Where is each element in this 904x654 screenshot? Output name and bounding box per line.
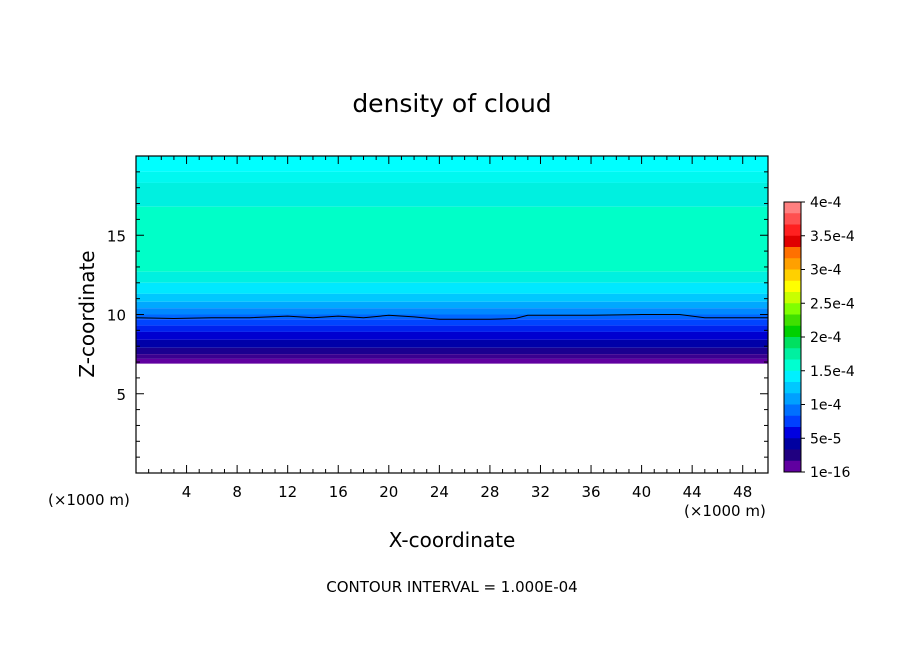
- field-layer-0: [136, 156, 768, 172]
- field-layer-9: [136, 314, 768, 320]
- colorbar-label: 4e-4: [810, 195, 842, 211]
- colorbar-swatch: [784, 258, 801, 270]
- x-tick-label: 44: [683, 483, 702, 501]
- y-tick-label: 10: [107, 307, 126, 325]
- colorbar-swatch: [784, 393, 801, 405]
- colorbar-swatch: [784, 337, 801, 349]
- colorbar-swatch: [784, 404, 801, 417]
- contour-lines: [135, 314, 768, 320]
- x-tick-label: 32: [531, 483, 550, 501]
- x-tick-label: 8: [232, 483, 242, 501]
- field-layer-7: [136, 301, 768, 309]
- colorbar-swatch: [784, 292, 801, 304]
- colorbar-swatch: [784, 460, 801, 473]
- colorbar-swatch: [784, 247, 801, 259]
- contour-line: [135, 314, 768, 320]
- colorbar-swatch: [784, 235, 801, 248]
- field-layer-13: [136, 339, 768, 348]
- field-layer-2: [136, 182, 768, 207]
- colorbar-swatch: [784, 370, 801, 383]
- x-tick-label: 48: [733, 483, 752, 501]
- y-tick-label: 5: [116, 386, 126, 404]
- field-layer-12: [136, 331, 768, 340]
- colorbar-swatch: [784, 269, 801, 282]
- colorbar-swatch: [784, 438, 801, 450]
- colorbar-label: 1e-16: [810, 465, 850, 481]
- colorbar-swatch: [784, 382, 801, 394]
- x-tick-label: 16: [329, 483, 348, 501]
- x-tick-label: 28: [480, 483, 499, 501]
- colorbar-label: 5e-5: [810, 431, 841, 447]
- colorbar-swatch: [784, 280, 801, 293]
- colorbar: [783, 201, 802, 473]
- colorbar-swatch: [784, 325, 801, 338]
- colorbar-swatch: [784, 314, 801, 327]
- y-axis-label: Z-coordinate: [75, 250, 99, 377]
- contour-interval-footer: CONTOUR INTERVAL = 1.000E-04: [326, 578, 577, 596]
- x-tick-label: 36: [581, 483, 600, 501]
- field-layer-16: [136, 358, 768, 364]
- field-layer-1: [136, 171, 768, 183]
- x-tick-label: 20: [379, 483, 398, 501]
- field-layer-11: [136, 325, 768, 332]
- colorbar-swatch: [784, 224, 801, 237]
- colorbar-swatch: [784, 348, 801, 360]
- field-layer-6: [136, 293, 768, 302]
- colorbar-label: 1.5e-4: [810, 364, 855, 380]
- colorbar-labels: 4e-4 3.5e-4 3e-4 2.5e-4 2e-4 1.5e-4 1e-4 5e-5 1e…: [801, 195, 855, 481]
- x-axis-label: X-coordinate: [389, 528, 516, 552]
- colorbar-swatch: [784, 202, 801, 214]
- field-layer-10: [136, 319, 768, 326]
- field-layer-3: [136, 206, 768, 272]
- field-layer-8: [136, 308, 768, 315]
- y-axis: 5 10 15: [107, 171, 768, 458]
- chart-title: density of cloud: [352, 89, 551, 118]
- colorbar-swatch: [784, 303, 801, 315]
- x-tick-label: 40: [632, 483, 651, 501]
- colorbar-swatch: [784, 449, 801, 462]
- colorbar-swatch: [784, 415, 801, 428]
- x-unit-left: (×1000 m): [48, 491, 130, 509]
- field-layer-5: [136, 282, 768, 294]
- field-layer-14: [136, 347, 768, 355]
- colorbar-label: 2.5e-4: [810, 296, 855, 312]
- colorbar-swatch: [784, 213, 801, 225]
- x-unit-right: (×1000 m): [684, 502, 766, 520]
- colorbar-label: 3.5e-4: [810, 229, 855, 245]
- x-tick-label: 4: [182, 483, 192, 501]
- colorbar-label: 3e-4: [810, 263, 842, 279]
- colorbar-label: 2e-4: [810, 330, 842, 346]
- x-tick-label: 24: [430, 483, 449, 501]
- x-axis: 4 8 12 16 20 24 28 32 36 40 44 48: [148, 156, 756, 501]
- contour-field: [136, 156, 768, 364]
- colorbar-swatch: [784, 359, 801, 372]
- x-tick-label: 12: [278, 483, 297, 501]
- colorbar-swatch: [784, 427, 801, 439]
- field-layer-15: [136, 354, 768, 359]
- field-layer-4: [136, 271, 768, 283]
- y-tick-label: 15: [107, 227, 126, 245]
- colorbar-label: 1e-4: [810, 398, 842, 414]
